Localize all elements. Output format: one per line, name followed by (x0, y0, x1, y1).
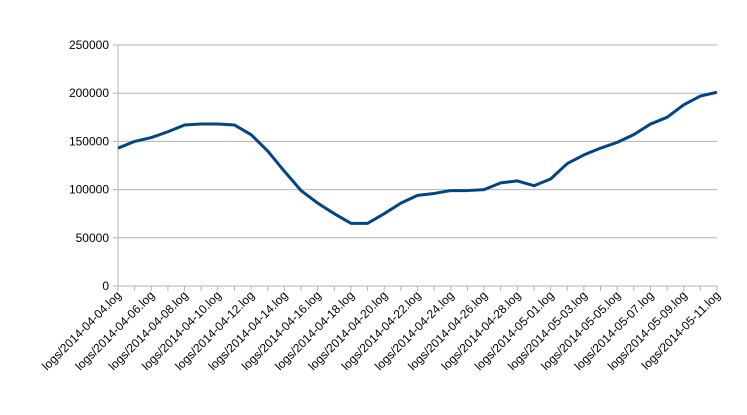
y-tick-label: 0 (102, 279, 109, 293)
line (117, 90, 718, 225)
y-tick-label: 200000 (69, 86, 109, 100)
y-tick-label: 100000 (69, 183, 109, 197)
y-tick-label: 150000 (69, 134, 109, 148)
y-tick-label: 250000 (69, 38, 109, 52)
y-tick-label: 50000 (76, 231, 110, 245)
